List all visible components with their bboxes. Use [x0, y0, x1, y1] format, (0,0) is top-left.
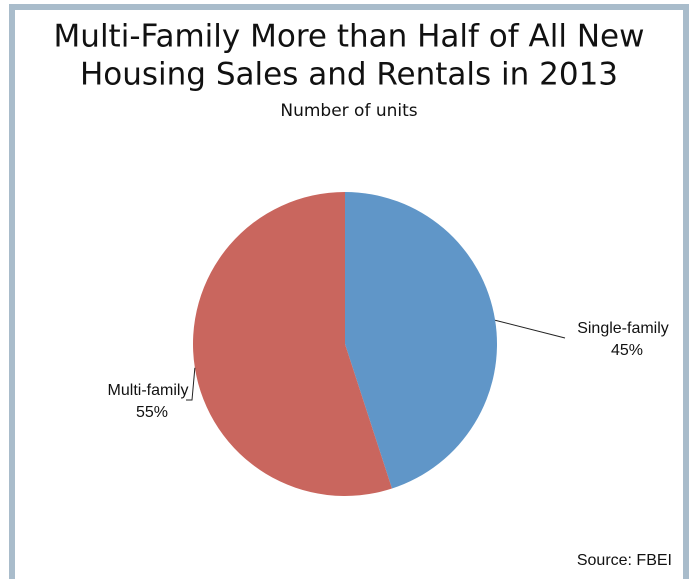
slice-value: 45% — [611, 342, 643, 359]
pie-slice — [345, 192, 497, 489]
leader-line — [186, 367, 196, 401]
slice-value: 55% — [136, 404, 168, 421]
pie-slice — [192, 192, 392, 497]
slice-label: Multi-family — [108, 382, 189, 399]
chart-title: Multi-Family More than Half of All New — [54, 19, 645, 55]
slice-label: Single-family — [577, 320, 669, 337]
frame — [9, 4, 689, 579]
chart-title: Housing Sales and Rentals in 2013 — [80, 57, 618, 93]
chart-subtitle: Number of units — [280, 101, 417, 121]
leader-line — [495, 319, 566, 339]
source: Source: FBEI — [577, 552, 672, 569]
